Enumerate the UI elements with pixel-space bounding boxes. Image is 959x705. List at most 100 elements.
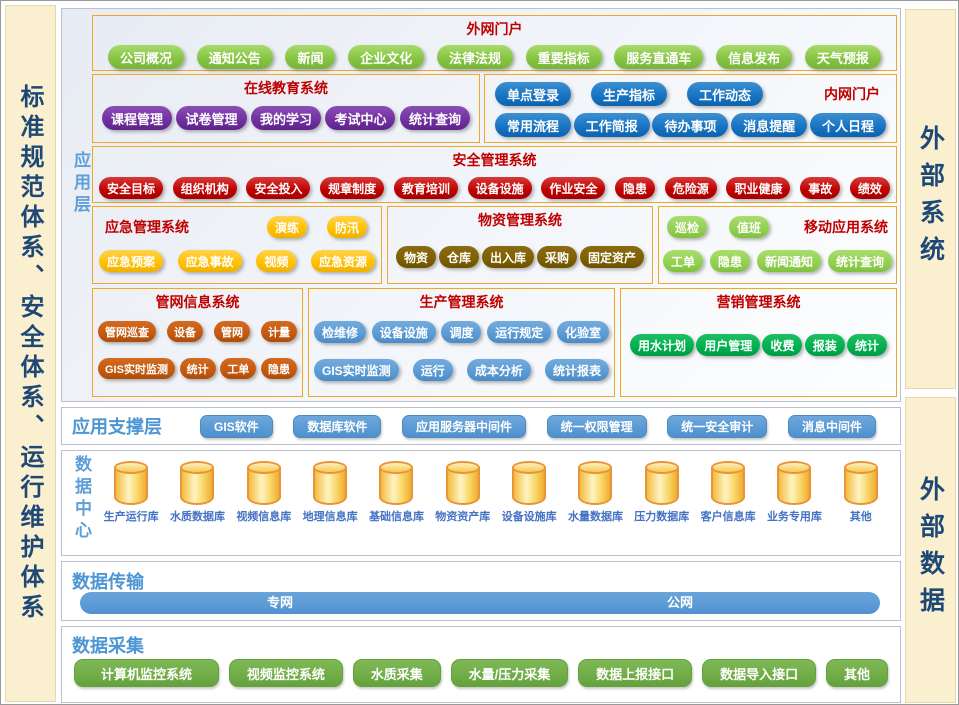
collection-system-button: 数据导入接口: [702, 659, 817, 687]
section-title: 在线教育系统: [244, 80, 328, 96]
database-item: 客户信息库: [695, 461, 761, 524]
database-label: 水量数据库: [567, 511, 623, 523]
module-pill: 工单: [663, 250, 704, 272]
module-pill: 工单: [220, 358, 257, 379]
data-collection-label: 数据采集: [72, 636, 144, 656]
section-title: 外网门户: [466, 21, 523, 37]
database-cylinder-icon: [777, 461, 812, 505]
pill-group: 演练 防汛: [266, 216, 367, 238]
collection-system-button: 水质采集: [352, 659, 441, 687]
database-cylinder-icon: [180, 461, 215, 505]
database-cylinder-icon: [445, 461, 480, 505]
data-transmission-label: 数据传输: [72, 572, 144, 592]
module-pill: 工作简报: [573, 113, 650, 137]
database-label: 业务专用库: [766, 511, 822, 523]
database-label: 生产运行库: [103, 511, 159, 523]
pill-row: 巡检 值班 移动应用系统: [659, 216, 896, 238]
module-pill: 统计报表: [544, 359, 609, 381]
module-pill: 应急资源: [310, 250, 375, 272]
pill-row: 工单 隐患 新闻通知 统计查询: [659, 250, 896, 272]
support-software-button: 应用服务器中间件: [401, 414, 526, 438]
database-label: 设备设施库: [501, 511, 557, 523]
collection-button-row: 计算机监控系统 视频监控系统 水质采集 水量/压力采集 数据上报接口 数据导入接口 其他: [74, 659, 888, 687]
database-item: 生产运行库: [98, 461, 164, 524]
pill-row: 用水计划 用户管理 收费 报装 统计: [621, 334, 896, 356]
database-cylinder-icon: [512, 461, 547, 505]
module-pill: 报装: [804, 334, 845, 356]
database-label: 其他: [849, 511, 872, 523]
collection-system-button: 数据上报接口: [578, 659, 693, 687]
pill-group: 巡检 值班: [667, 216, 770, 238]
module-pill: 职业健康: [726, 177, 791, 199]
support-software-button: 消息中间件: [787, 414, 876, 438]
module-pill: 应急事故: [177, 250, 242, 272]
external-data-sidebar: 外部数据: [905, 397, 956, 703]
module-pill: 常用流程: [495, 113, 572, 137]
support-button-row: GIS软件 数据库软件 应用服务器中间件 统一权限管理 统一安全审计 消息中间件: [200, 414, 900, 438]
module-pill: 安全目标: [99, 177, 164, 199]
module-pill: 隐患: [260, 358, 297, 379]
external-systems-label: 外部系统: [916, 125, 946, 273]
module-pill: 设备: [167, 321, 203, 342]
support-layer-label: 应用支撑层: [72, 417, 162, 437]
section-intranet-portal: 单点登录 生产指标 工作动态 内网门户 常用流程 工作简报 待办事项 消息提醒 个人日程: [484, 74, 897, 143]
pill-row: 课程管理 试卷管理 我的学习 考试中心 统计查询: [93, 106, 479, 130]
module-pill: 统计查询: [827, 250, 892, 272]
module-pill: 危险源: [664, 177, 717, 199]
data-collection-layer: 数据采集 计算机监控系统 视频监控系统 水质采集 水量/压力采集 数据上报接口 数据导入接…: [61, 626, 901, 703]
module-pill: 隐患: [709, 250, 750, 272]
module-pill: 天气预报: [804, 45, 881, 69]
pill-row: 管网巡查 设备 管网 计量: [93, 321, 302, 342]
database-cylinder-icon: [644, 461, 679, 505]
standards-sidebar: 标准规范体系、安全体系、运行维护体系: [5, 5, 56, 702]
database-label: 压力数据库: [634, 511, 690, 523]
section-production-management: 生产管理系统 检维修 设备设施 调度 运行规定 化验室 GIS实时监测 运行 成本分析 统计报…: [308, 288, 615, 397]
module-pill: 生产指标: [591, 82, 668, 106]
module-pill: 采购: [536, 246, 577, 268]
module-pill: 管网巡查: [98, 321, 156, 342]
database-label: 客户信息库: [700, 511, 756, 523]
module-pill: 公司概况: [108, 45, 185, 69]
database-cylinder-icon: [379, 461, 414, 505]
database-label: 物资资产库: [435, 511, 491, 523]
section-title: 管网信息系统: [155, 294, 240, 310]
module-pill: 化验室: [556, 321, 609, 343]
module-pill: 服务直通车: [614, 45, 704, 69]
module-pill: 演练: [266, 216, 307, 238]
module-pill: 作业安全: [541, 177, 606, 199]
database-item: 视频信息库: [231, 461, 297, 524]
module-pill: 考试中心: [325, 106, 396, 130]
collection-system-button: 其他: [825, 659, 888, 687]
standards-sidebar-label: 标准规范体系、安全体系、运行维护体系: [16, 83, 45, 624]
section-title: 移动应用系统: [804, 219, 888, 235]
private-network-label: 专网: [266, 595, 293, 610]
module-pill: 巡检: [667, 216, 708, 238]
module-pill: 规章制度: [320, 177, 385, 199]
module-pill: 教育培训: [393, 177, 458, 199]
database-cylinder-icon: [114, 461, 149, 505]
module-pill: 统计: [846, 334, 887, 356]
module-pill: 新闻通知: [756, 250, 821, 272]
database-label: 水质数据库: [169, 511, 225, 523]
module-pill: 设备设施: [467, 177, 532, 199]
database-item: 设备设施库: [496, 461, 562, 524]
section-title: 物资管理系统: [478, 212, 562, 228]
module-pill: 单点登录: [495, 82, 572, 106]
database-label: 地理信息库: [302, 511, 358, 523]
database-label: 基础信息库: [368, 511, 424, 523]
database-cylinder-icon: [313, 461, 348, 505]
module-pill: 防汛: [326, 216, 367, 238]
collection-system-button: 视频监控系统: [228, 659, 343, 687]
database-item: 其他: [828, 461, 894, 524]
database-item: 地理信息库: [297, 461, 363, 524]
section-emergency-management: 应急管理系统 演练 防汛 应急预案 应急事故 视频 应急资源: [92, 206, 382, 284]
module-pill: 绩效: [849, 177, 890, 199]
module-pill: 统计: [179, 358, 216, 379]
module-pill: 我的学习: [250, 106, 321, 130]
module-pill: 个人日程: [809, 113, 886, 137]
section-external-portal: 外网门户 公司概况 通知公告 新闻 企业文化 法律法规 重要指标 服务直通车 信息发布 天气预报: [92, 15, 897, 71]
module-pill: 事故: [800, 177, 841, 199]
module-pill: 成本分析: [466, 359, 531, 381]
module-pill: 计量: [261, 321, 297, 342]
